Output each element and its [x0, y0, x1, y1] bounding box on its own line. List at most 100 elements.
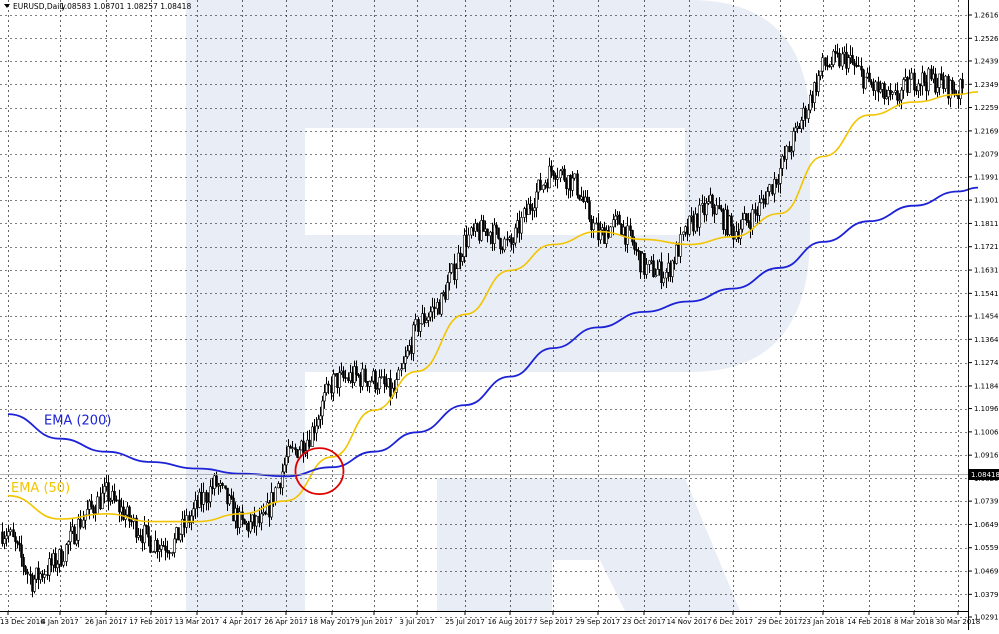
y-tick-label: 1.23490	[974, 81, 999, 89]
candle-body	[404, 356, 407, 364]
candle-body	[412, 324, 415, 354]
candle-body	[107, 482, 110, 502]
y-tick-label: 1.22590	[974, 104, 999, 112]
candle-body	[177, 527, 180, 541]
candle-body	[877, 81, 880, 93]
candle-body	[62, 561, 65, 566]
candle-body	[660, 261, 663, 283]
candle-body	[868, 72, 871, 83]
y-tick-label: 1.05590	[974, 544, 999, 552]
y-tick-label: 1.16315	[974, 267, 999, 275]
y-tick-label: 1.09165	[974, 452, 999, 460]
candle-body	[311, 426, 314, 447]
ema-200-label: EMA (200)	[44, 413, 111, 428]
candle-body	[766, 191, 769, 205]
x-tick-label: 25 Jul 2017	[445, 618, 485, 626]
candle-body	[130, 520, 133, 523]
candle-body	[289, 446, 292, 449]
candle-body	[247, 522, 250, 532]
candle-body	[732, 225, 735, 240]
candle-body	[652, 260, 655, 278]
candle-body	[213, 475, 216, 489]
candle-body	[319, 415, 322, 420]
candle-body	[482, 220, 485, 232]
candle-body	[9, 529, 12, 532]
candle-body	[3, 538, 6, 544]
candle-body	[497, 227, 500, 239]
symbol-label: EURUSD,Daily	[13, 2, 66, 11]
candle-body	[317, 419, 320, 427]
candle-body	[533, 207, 536, 211]
candle-body	[718, 205, 721, 210]
candle-body	[563, 168, 566, 181]
x-tick-label: 7 Sep 2017	[533, 618, 573, 626]
candle-body	[720, 208, 723, 211]
candle-body	[559, 170, 562, 179]
candle-body	[224, 485, 227, 489]
candle-body	[397, 369, 400, 380]
x-tick-label: 3 Jul 2017	[399, 618, 434, 626]
candle-body	[503, 238, 506, 251]
x-tick-label: 17 Feb 2017	[129, 618, 173, 626]
candle-body	[548, 165, 551, 189]
candle-body	[885, 96, 888, 99]
candle-body	[315, 425, 318, 434]
candle-body	[205, 492, 208, 503]
candle-body	[327, 383, 330, 386]
candle-body	[370, 380, 373, 383]
candle-body	[527, 203, 530, 215]
candle-body	[260, 513, 263, 524]
candle-body	[913, 72, 916, 91]
candle-body	[446, 282, 449, 300]
candle-body	[143, 525, 146, 544]
candle-body	[898, 99, 901, 102]
candle-body	[629, 225, 632, 231]
candle-body	[1, 531, 4, 544]
candle-body	[147, 526, 150, 538]
candle-body	[29, 573, 32, 576]
candle-body	[917, 83, 920, 91]
candle-body	[864, 76, 867, 89]
candle-body	[824, 57, 827, 66]
candle-body	[853, 62, 856, 66]
candle-body	[705, 202, 708, 216]
y-tick-label: 1.17215	[974, 243, 999, 251]
candle-body	[33, 578, 36, 592]
candle-body	[790, 150, 793, 153]
candle-body	[804, 107, 807, 119]
candle-body	[321, 400, 324, 417]
candle-body	[959, 79, 962, 100]
x-tick-label: 6 Dec 2017	[713, 618, 753, 626]
candle-body	[923, 72, 926, 83]
candle-body	[84, 514, 87, 521]
candle-body	[344, 377, 347, 379]
candle-body	[643, 253, 646, 275]
candle-body	[16, 541, 19, 544]
candle-body	[626, 225, 629, 245]
candle-body	[499, 238, 502, 250]
candle-body	[158, 548, 161, 552]
y-tick-label: 1.15415	[974, 290, 999, 298]
candle-body	[779, 168, 782, 184]
candle-body	[323, 392, 326, 402]
candle-body	[126, 506, 129, 516]
candle-body	[900, 89, 903, 101]
candle-body	[325, 383, 328, 393]
candle-body	[7, 531, 10, 537]
candle-body	[576, 173, 579, 196]
chevron-down-icon[interactable]	[4, 4, 10, 8]
candle-body	[103, 486, 106, 494]
candle-body	[936, 87, 939, 93]
candle-body	[715, 205, 718, 215]
candle-body	[908, 78, 911, 93]
candle-body	[891, 92, 894, 95]
candle-body	[830, 64, 833, 67]
candle-body	[792, 131, 795, 152]
watermark-letter-shape	[186, 0, 810, 611]
candle-body	[834, 50, 837, 54]
ema-lines	[7, 91, 979, 523]
candle-body	[139, 535, 142, 538]
candle-body	[745, 213, 748, 221]
candle-body	[67, 541, 70, 545]
